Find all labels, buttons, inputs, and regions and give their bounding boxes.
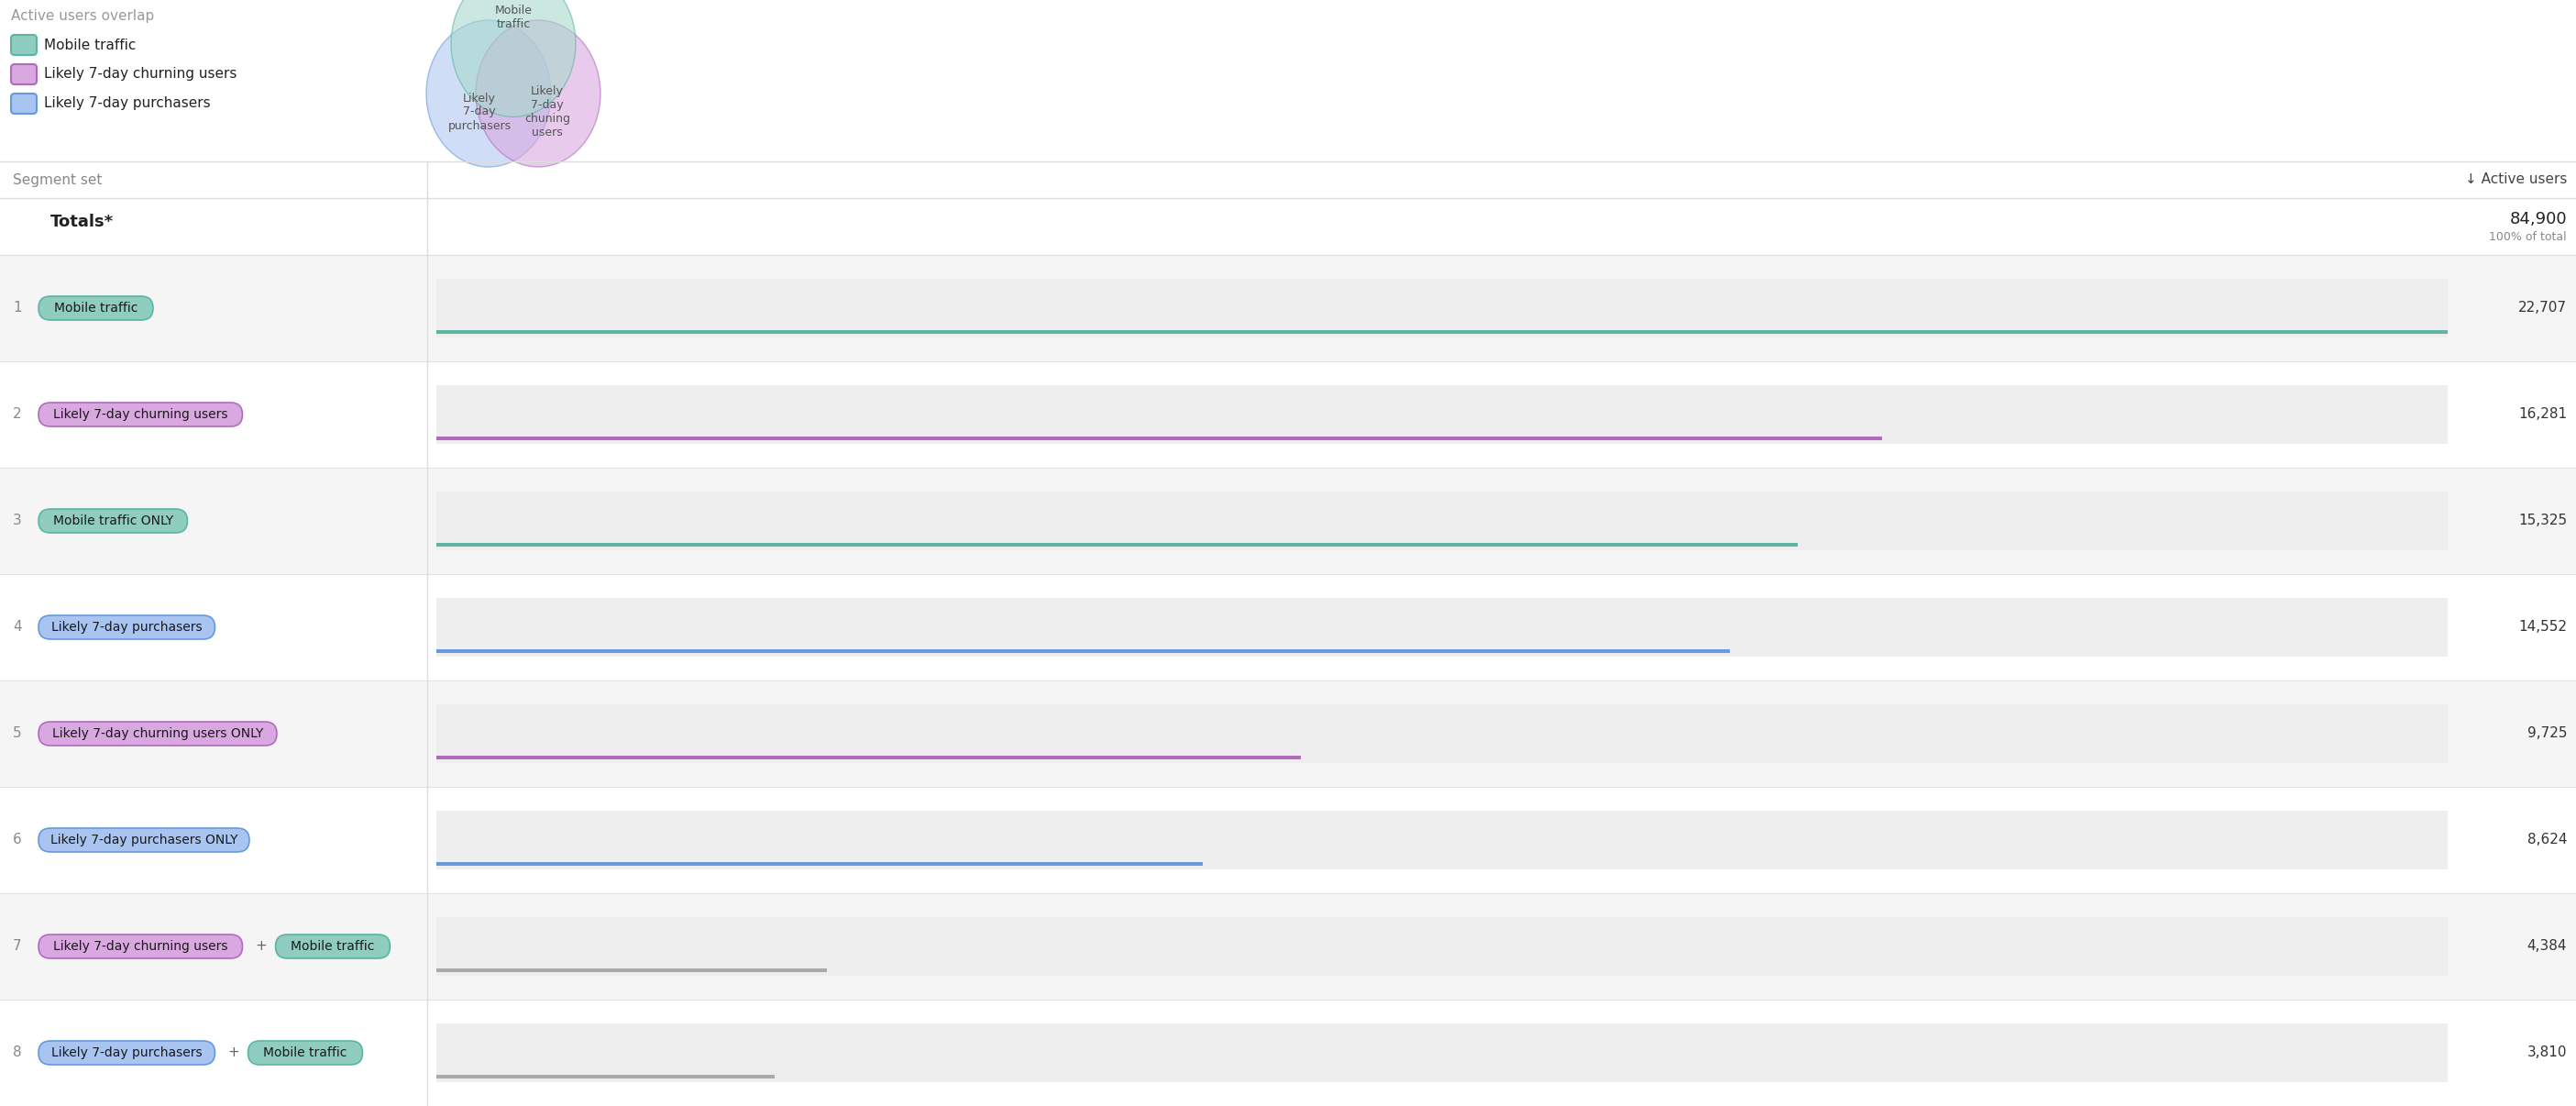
Text: Mobile traffic: Mobile traffic — [54, 302, 137, 314]
Text: 2: 2 — [13, 408, 21, 421]
FancyBboxPatch shape — [10, 64, 36, 84]
Bar — [0, 255, 2576, 362]
Text: Mobile traffic: Mobile traffic — [263, 1046, 348, 1060]
Bar — [0, 362, 2576, 468]
Text: Likely 7-day churning users ONLY: Likely 7-day churning users ONLY — [52, 728, 263, 740]
Ellipse shape — [477, 20, 600, 167]
Bar — [435, 279, 2447, 337]
FancyBboxPatch shape — [39, 615, 214, 639]
Text: 3: 3 — [13, 514, 21, 528]
Text: Likely 7-day churning users: Likely 7-day churning users — [54, 940, 227, 953]
FancyBboxPatch shape — [10, 94, 36, 114]
FancyBboxPatch shape — [276, 935, 389, 959]
Bar — [435, 385, 2447, 444]
FancyBboxPatch shape — [39, 828, 250, 852]
Text: 6: 6 — [13, 833, 21, 847]
FancyBboxPatch shape — [39, 935, 242, 959]
FancyBboxPatch shape — [10, 35, 36, 55]
Bar — [0, 468, 2576, 574]
Text: 22,707: 22,707 — [2519, 301, 2566, 315]
Bar — [435, 862, 1203, 866]
FancyBboxPatch shape — [39, 296, 152, 320]
Text: Mobile traffic: Mobile traffic — [291, 940, 374, 953]
Bar — [435, 437, 1883, 440]
Bar — [0, 1000, 2576, 1106]
Bar — [435, 649, 1728, 653]
Text: 16,281: 16,281 — [2519, 408, 2566, 421]
Text: 8,624: 8,624 — [2527, 833, 2566, 847]
Text: Likely 7-day purchasers: Likely 7-day purchasers — [52, 1046, 201, 1060]
Text: Segment set: Segment set — [13, 173, 103, 187]
FancyBboxPatch shape — [247, 1041, 363, 1065]
Bar — [435, 492, 2447, 550]
Text: Mobile traffic: Mobile traffic — [44, 38, 137, 52]
Bar — [435, 330, 2447, 334]
Text: Totals*: Totals* — [52, 213, 113, 230]
Text: Likely
7-day
purchasers: Likely 7-day purchasers — [448, 92, 510, 132]
Ellipse shape — [425, 20, 551, 167]
Bar — [435, 969, 827, 972]
Bar — [435, 705, 2447, 763]
Text: Mobile traffic ONLY: Mobile traffic ONLY — [54, 514, 173, 528]
Text: 14,552: 14,552 — [2519, 620, 2566, 634]
Bar — [435, 1075, 775, 1078]
Bar — [0, 680, 2576, 786]
Text: 100% of total: 100% of total — [2488, 231, 2566, 243]
Bar — [0, 574, 2576, 680]
Bar — [435, 1023, 2447, 1082]
Text: Likely 7-day purchasers ONLY: Likely 7-day purchasers ONLY — [49, 834, 237, 846]
Bar — [435, 755, 1301, 759]
Ellipse shape — [451, 0, 574, 117]
Text: 15,325: 15,325 — [2519, 514, 2566, 528]
Bar — [0, 894, 2576, 1000]
FancyBboxPatch shape — [39, 403, 242, 427]
Text: 3,810: 3,810 — [2527, 1046, 2566, 1060]
FancyBboxPatch shape — [39, 722, 276, 745]
Text: 7: 7 — [13, 940, 21, 953]
Text: Likely 7-day churning users: Likely 7-day churning users — [54, 408, 227, 421]
Text: +: + — [227, 1046, 240, 1060]
Text: 8: 8 — [13, 1046, 21, 1060]
Text: Likely 7-day churning users: Likely 7-day churning users — [44, 67, 237, 81]
Bar — [435, 598, 2447, 657]
Bar — [0, 786, 2576, 894]
Text: Likely
7-day
chuning
users: Likely 7-day chuning users — [526, 85, 569, 138]
Text: 4: 4 — [13, 620, 21, 634]
Bar — [435, 543, 1798, 546]
Text: 5: 5 — [13, 727, 21, 741]
Text: 1: 1 — [13, 301, 21, 315]
FancyBboxPatch shape — [39, 509, 188, 533]
Text: Mobile
traffic: Mobile traffic — [495, 4, 533, 31]
Text: Active users overlap: Active users overlap — [10, 9, 155, 23]
Bar — [435, 917, 2447, 975]
Text: Likely 7-day purchasers: Likely 7-day purchasers — [52, 620, 201, 634]
Text: Likely 7-day purchasers: Likely 7-day purchasers — [44, 96, 211, 111]
Text: ↓ Active users: ↓ Active users — [2465, 173, 2566, 187]
FancyBboxPatch shape — [39, 1041, 214, 1065]
Text: 84,900: 84,900 — [2509, 211, 2566, 228]
Text: 9,725: 9,725 — [2527, 727, 2566, 741]
Bar — [435, 811, 2447, 869]
Text: 4,384: 4,384 — [2527, 940, 2566, 953]
Text: +: + — [255, 940, 268, 953]
